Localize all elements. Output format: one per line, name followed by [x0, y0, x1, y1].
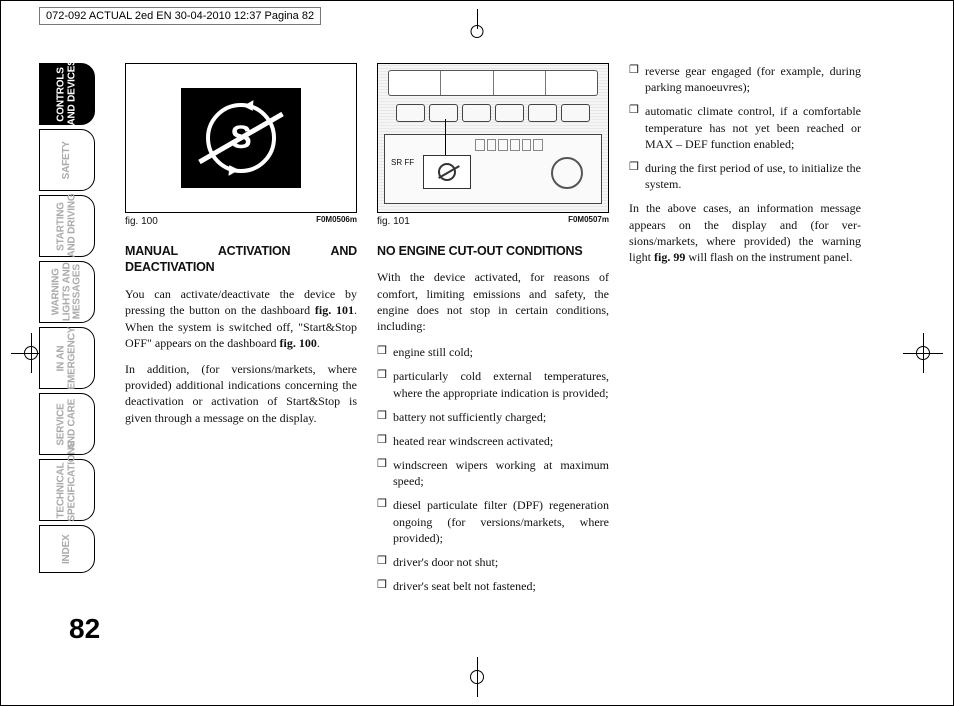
page: 072-092 ACTUAL 2ed EN 30-04-2010 12:37 P…	[0, 0, 954, 706]
crop-mark-top	[447, 13, 507, 41]
list-item: heated rear windscreen activated;	[377, 433, 609, 449]
list-item: diesel particulate filter (DPF) regener­…	[377, 497, 609, 546]
figure-label: fig. 100	[125, 215, 158, 229]
tab-index[interactable]: INDEX	[39, 525, 95, 573]
section-heading: MANUAL ACTIVATION AND DEACTIVATION	[125, 243, 357, 277]
tab-safety[interactable]: SAFETY	[39, 129, 95, 191]
tab-label: INDEX	[62, 522, 73, 576]
tab-technical-specs[interactable]: TECHNICAL SPECIFICATIONS	[39, 459, 95, 521]
column-1: S fig. 100 F0M0506m MANUAL ACTIVATION AN…	[125, 63, 357, 602]
paragraph: With the device activated, for reasons o…	[377, 269, 609, 334]
paragraph: In addition, (for versions/markets, wher…	[125, 361, 357, 426]
tab-starting-and-driving[interactable]: STARTING AND DRIVING	[39, 195, 95, 257]
crop-mark-right	[903, 333, 943, 373]
tab-label: WARNING LIGHTS AND MESSAGES	[51, 263, 83, 322]
figure-101-caption: fig. 101 F0M0507m	[377, 215, 609, 229]
section-tabs: CONTROLS AND DEVICES SAFETY STARTING AND…	[39, 63, 95, 623]
list-item: windscreen wipers working at maxi­mum sp…	[377, 457, 609, 489]
list-item: battery not sufficiently charged;	[377, 409, 609, 425]
start-stop-button-icon	[438, 163, 456, 181]
tab-label: TECHNICAL SPECIFICATIONS	[57, 459, 78, 521]
list-item: driver's seat belt not fastened;	[377, 578, 609, 594]
paragraph: In the above cases, an information mes­s…	[629, 200, 861, 265]
figure-101-image: SR FF	[378, 64, 608, 212]
list-item: driver's door not shut;	[377, 554, 609, 570]
content-columns: S fig. 100 F0M0506m MANUAL ACTIVATION AN…	[125, 63, 905, 602]
list-item: engine still cold;	[377, 344, 609, 360]
figure-100: S	[125, 63, 357, 213]
figure-code: F0M0507m	[568, 215, 609, 229]
tab-label: SAFETY	[62, 133, 73, 187]
list-item: particularly cold external temperatures,…	[377, 368, 609, 400]
tab-controls-and-devices[interactable]: CONTROLS AND DEVICES	[39, 63, 95, 125]
start-stop-off-icon: S	[206, 103, 276, 173]
page-number: 82	[69, 613, 100, 645]
section-heading: NO ENGINE CUT-OUT CONDITIONS	[377, 243, 609, 260]
column-2: SR FF fig. 101 F0M0507m NO ENGINE CUT-OU…	[377, 63, 609, 602]
list-item: reverse gear engaged (for example, dur­i…	[629, 63, 861, 95]
figure-101: SR FF	[377, 63, 609, 213]
figure-code: F0M0506m	[316, 215, 357, 229]
figure-100-caption: fig. 100 F0M0506m	[125, 215, 357, 229]
paragraph: You can activate/deactivate the device b…	[125, 286, 357, 351]
tab-label: STARTING AND DRIVING	[57, 195, 78, 257]
crop-mark-bottom	[447, 657, 507, 697]
tab-warning-lights[interactable]: WARNING LIGHTS AND MESSAGES	[39, 261, 95, 323]
tab-label: IN AN EMERGENCY	[57, 327, 78, 389]
tab-label: CONTROLS AND DEVICES	[57, 63, 78, 125]
print-header: 072-092 ACTUAL 2ed EN 30-04-2010 12:37 P…	[39, 7, 321, 25]
list-item: during the first period of use, to initi…	[629, 160, 861, 192]
figure-100-image: S	[181, 88, 301, 188]
figure-label: fig. 101	[377, 215, 410, 229]
bullet-list: reverse gear engaged (for example, dur­i…	[629, 63, 861, 192]
tab-in-an-emergency[interactable]: IN AN EMERGENCY	[39, 327, 95, 389]
bullet-list: engine still cold; particularly cold ext…	[377, 344, 609, 594]
column-3: reverse gear engaged (for example, dur­i…	[629, 63, 861, 602]
list-item: automatic climate control, if a com­fort…	[629, 103, 861, 152]
sr-label: SR FF	[391, 159, 414, 167]
